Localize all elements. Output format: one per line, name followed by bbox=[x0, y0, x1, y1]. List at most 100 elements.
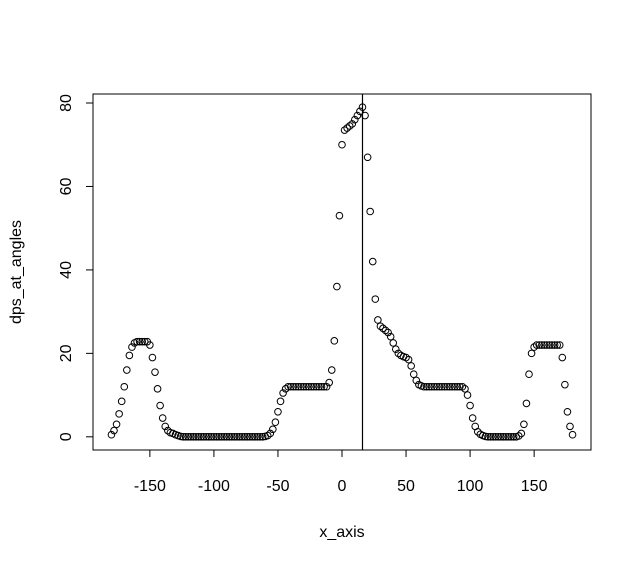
point bbox=[315, 382, 323, 391]
point bbox=[125, 351, 134, 360]
point bbox=[263, 431, 272, 440]
point bbox=[391, 345, 400, 353]
point bbox=[192, 433, 200, 441]
point bbox=[509, 433, 518, 441]
point bbox=[146, 341, 154, 349]
point bbox=[412, 376, 421, 385]
point bbox=[281, 385, 290, 393]
point bbox=[504, 433, 513, 441]
y-tick-label: 0 bbox=[58, 432, 75, 441]
point bbox=[279, 389, 287, 397]
point bbox=[112, 420, 121, 429]
point bbox=[402, 353, 410, 362]
point bbox=[540, 341, 549, 349]
y-tick-label: 80 bbox=[58, 94, 75, 112]
point bbox=[445, 382, 454, 391]
point bbox=[386, 332, 395, 341]
point bbox=[427, 382, 436, 391]
x-tick-label: 150 bbox=[521, 478, 548, 495]
point bbox=[468, 414, 477, 422]
point bbox=[407, 362, 415, 370]
point bbox=[404, 355, 413, 364]
point bbox=[304, 382, 313, 391]
point bbox=[566, 422, 574, 431]
point bbox=[335, 211, 344, 220]
point bbox=[394, 349, 403, 358]
point bbox=[297, 382, 305, 391]
point bbox=[463, 391, 472, 399]
point bbox=[222, 433, 231, 441]
point bbox=[497, 433, 505, 441]
point bbox=[310, 382, 318, 391]
point bbox=[184, 433, 193, 441]
point bbox=[384, 328, 392, 337]
point bbox=[225, 433, 234, 441]
point bbox=[545, 341, 554, 349]
y-tick-label: 40 bbox=[58, 261, 75, 279]
x-axis-label: x_axis bbox=[319, 524, 364, 541]
point bbox=[343, 124, 351, 132]
point bbox=[558, 353, 567, 362]
y-tick-label: 20 bbox=[58, 344, 75, 362]
point bbox=[245, 433, 254, 441]
point bbox=[148, 353, 157, 362]
x-tick-label: 0 bbox=[338, 478, 347, 495]
point bbox=[256, 433, 264, 441]
point bbox=[489, 433, 497, 441]
point bbox=[345, 122, 354, 130]
point bbox=[379, 324, 387, 333]
point bbox=[187, 433, 195, 441]
point bbox=[156, 401, 164, 410]
x-tick-label: 100 bbox=[457, 478, 484, 495]
point bbox=[202, 433, 211, 441]
y-tick-label: 60 bbox=[58, 177, 75, 195]
point bbox=[543, 341, 551, 349]
point bbox=[230, 433, 239, 441]
point bbox=[389, 339, 398, 347]
point bbox=[271, 418, 280, 427]
point bbox=[220, 433, 228, 441]
point bbox=[548, 341, 556, 349]
point bbox=[530, 343, 538, 351]
point bbox=[197, 433, 205, 441]
point bbox=[461, 385, 469, 393]
point bbox=[491, 433, 500, 441]
point bbox=[140, 337, 149, 346]
point bbox=[499, 433, 508, 441]
point bbox=[251, 433, 259, 441]
point bbox=[409, 370, 418, 379]
point bbox=[235, 433, 244, 441]
point bbox=[210, 433, 218, 441]
point bbox=[294, 382, 303, 391]
point bbox=[420, 382, 428, 391]
point bbox=[215, 433, 223, 441]
point bbox=[233, 433, 241, 441]
point bbox=[333, 282, 341, 291]
point bbox=[181, 433, 190, 441]
point bbox=[440, 382, 449, 391]
point bbox=[351, 115, 359, 124]
point bbox=[553, 341, 561, 349]
point bbox=[502, 433, 510, 441]
point bbox=[194, 433, 203, 441]
point bbox=[568, 430, 577, 439]
point bbox=[115, 410, 123, 418]
point bbox=[484, 433, 492, 441]
point bbox=[292, 382, 300, 391]
point bbox=[135, 337, 144, 346]
point bbox=[381, 326, 390, 335]
point bbox=[425, 382, 433, 391]
point bbox=[120, 382, 129, 391]
point bbox=[563, 407, 572, 416]
point bbox=[253, 433, 262, 441]
x-tick-label: -150 bbox=[134, 478, 166, 495]
point bbox=[179, 433, 187, 441]
point bbox=[138, 337, 146, 346]
point bbox=[473, 428, 482, 436]
point bbox=[228, 433, 236, 441]
point bbox=[438, 382, 446, 391]
point bbox=[368, 257, 377, 266]
x-tick-label: -100 bbox=[198, 478, 230, 495]
point bbox=[128, 343, 136, 351]
